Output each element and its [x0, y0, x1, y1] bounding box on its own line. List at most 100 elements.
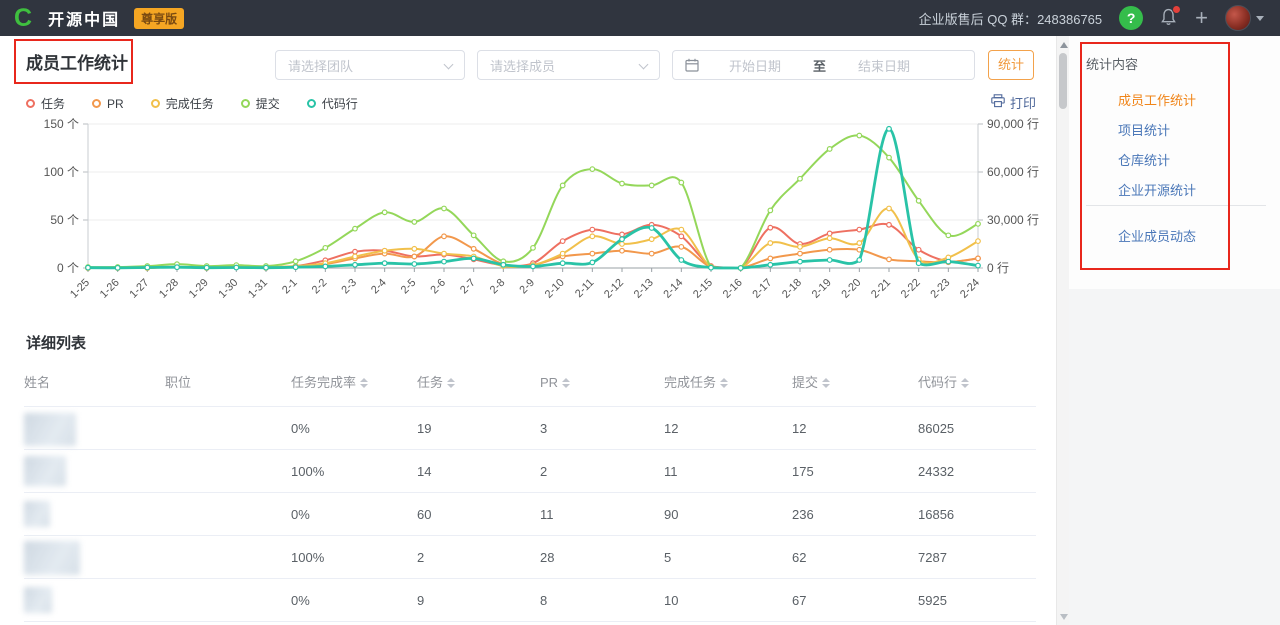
svg-text:2-21: 2-21 [869, 277, 893, 301]
cell-pr: 11 [540, 493, 554, 536]
bell-icon [1160, 14, 1177, 31]
cell-done: 10 [664, 579, 678, 622]
svg-text:2-4: 2-4 [369, 277, 389, 297]
column-header-4[interactable]: PR [540, 358, 570, 407]
notifications-button[interactable] [1160, 8, 1178, 28]
date-separator: 至 [813, 56, 826, 75]
sidebar-item-1[interactable]: 项目统计 [1118, 116, 1196, 146]
sort-arrows-icon[interactable] [822, 378, 830, 388]
right-sidebar: 统计内容 成员工作统计项目统计仓库统计企业开源统计 企业成员动态 [1069, 36, 1280, 625]
svg-text:2-15: 2-15 [691, 277, 715, 301]
end-date-placeholder: 结束日期 [858, 56, 910, 75]
column-header-7[interactable]: 代码行 [918, 358, 969, 407]
column-header-0: 姓名 [24, 358, 50, 407]
date-range-picker[interactable]: 开始日期 至 结束日期 [672, 50, 975, 80]
legend-ring-icon [92, 99, 101, 108]
legend-item-4[interactable]: 代码行 [307, 95, 358, 112]
scrollbar-thumb[interactable] [1059, 53, 1067, 109]
svg-text:2-1: 2-1 [280, 277, 300, 297]
redacted-name [24, 501, 50, 527]
cell-completion: 0% [291, 579, 310, 622]
svg-text:1-31: 1-31 [246, 277, 270, 301]
svg-text:0 行: 0 行 [987, 261, 1009, 275]
svg-text:2-22: 2-22 [899, 277, 923, 301]
detail-list-title: 详细列表 [26, 332, 86, 353]
legend-ring-icon [241, 99, 250, 108]
column-label: 姓名 [24, 358, 50, 407]
cell-tasks: 2 [417, 536, 424, 579]
redacted-name [24, 456, 66, 486]
print-button[interactable]: 打印 [991, 93, 1036, 112]
help-icon[interactable]: ? [1119, 6, 1143, 30]
column-label: 代码行 [918, 358, 957, 407]
chevron-down-icon [1256, 16, 1264, 21]
chart-legend: 任务 PR 完成任务 提交 代码行 [26, 95, 358, 112]
column-header-5[interactable]: 完成任务 [664, 358, 728, 407]
redacted-name [24, 541, 80, 575]
legend-item-3[interactable]: 提交 [241, 95, 280, 112]
sort-arrows-icon[interactable] [961, 378, 969, 388]
team-select-placeholder: 请选择团队 [288, 56, 353, 75]
cell-completion: 100% [291, 536, 324, 579]
sidebar-item-member-activity[interactable]: 企业成员动态 [1118, 222, 1196, 252]
svg-text:2-12: 2-12 [602, 277, 626, 301]
svg-text:2-19: 2-19 [810, 277, 834, 301]
scroll-up-arrow-icon[interactable] [1060, 42, 1068, 48]
sidebar-item-3[interactable]: 企业开源统计 [1118, 176, 1196, 206]
svg-text:1-25: 1-25 [68, 277, 92, 301]
sort-arrows-icon[interactable] [360, 378, 368, 388]
svg-text:2-14: 2-14 [661, 277, 685, 301]
svg-text:30,000 行: 30,000 行 [987, 213, 1039, 227]
column-header-2[interactable]: 任务完成率 [291, 358, 368, 407]
cell-done: 12 [664, 407, 678, 450]
stats-nav-panel: 统计内容 成员工作统计项目统计仓库统计企业开源统计 企业成员动态 [1069, 36, 1280, 289]
notification-badge [1172, 5, 1181, 14]
cell-tasks: 19 [417, 407, 431, 450]
svg-text:2-20: 2-20 [839, 277, 863, 301]
column-label: 任务完成率 [291, 358, 356, 407]
sort-arrows-icon[interactable] [720, 378, 728, 388]
member-select[interactable]: 请选择成员 [477, 50, 660, 80]
avatar [1225, 5, 1251, 31]
cell-done: 11 [664, 450, 678, 493]
table-body: 0%193121286025100%14211175243320%6011902… [24, 407, 1036, 622]
svg-text:2-3: 2-3 [339, 277, 359, 297]
svg-text:2-6: 2-6 [428, 277, 448, 297]
content-scrollbar[interactable] [1056, 36, 1069, 625]
column-header-6[interactable]: 提交 [792, 358, 830, 407]
oschina-logo-icon[interactable]: C [14, 1, 32, 35]
cell-pr: 8 [540, 579, 547, 622]
svg-text:150 个: 150 个 [44, 117, 79, 131]
statistics-button[interactable]: 统计 [988, 50, 1034, 80]
team-select[interactable]: 请选择团队 [275, 50, 465, 80]
user-menu[interactable] [1225, 5, 1264, 31]
svg-text:100 个: 100 个 [44, 165, 79, 179]
legend-item-0[interactable]: 任务 [26, 95, 65, 112]
svg-text:2-16: 2-16 [721, 277, 745, 301]
column-label: 职位 [165, 358, 191, 407]
sort-arrows-icon[interactable] [562, 378, 570, 388]
sidebar-item-label: 项目统计 [1118, 123, 1170, 138]
add-button[interactable]: + [1195, 8, 1208, 28]
main-content: 成员工作统计 请选择团队 请选择成员 开始日期 至 结束日期 统计 任务PR完成… [0, 36, 1056, 625]
legend-item-2[interactable]: 完成任务 [151, 95, 214, 112]
cell-completion: 0% [291, 493, 310, 536]
brand-title[interactable]: 开源中国 [48, 6, 120, 30]
cell-lines: 24332 [918, 450, 954, 493]
cell-done: 5 [664, 536, 671, 579]
stats-nav-heading: 统计内容 [1086, 54, 1138, 73]
cell-commits: 175 [792, 450, 814, 493]
sort-arrows-icon[interactable] [447, 378, 455, 388]
column-header-3[interactable]: 任务 [417, 358, 455, 407]
scroll-down-arrow-icon[interactable] [1060, 614, 1068, 620]
svg-text:0 个: 0 个 [57, 261, 79, 275]
legend-item-1[interactable]: PR [92, 97, 124, 111]
table-row: 100%2285627287 [24, 536, 1036, 579]
column-label: 提交 [792, 358, 818, 407]
legend-label: 代码行 [322, 95, 358, 112]
column-label: 完成任务 [664, 358, 716, 407]
sidebar-item-0[interactable]: 成员工作统计 [1118, 86, 1196, 116]
sidebar-item-2[interactable]: 仓库统计 [1118, 146, 1196, 176]
column-label: PR [540, 358, 558, 407]
work-stats-chart: 0 个50 个100 个150 个0 行30,000 行60,000 行90,0… [12, 116, 1046, 321]
